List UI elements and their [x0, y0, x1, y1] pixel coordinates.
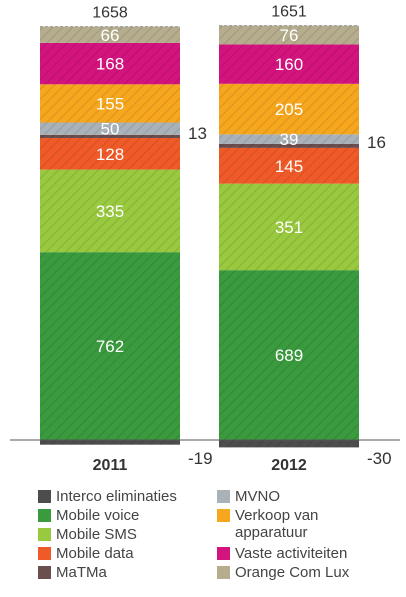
- bar-segment-2012-mobile-data-hatch: [219, 147, 359, 184]
- legend-swatch: [217, 566, 230, 579]
- legend-label: Orange Com Lux: [235, 564, 350, 581]
- legend-label: Mobile data: [56, 545, 134, 562]
- bar-segment-2011-vaste-activiteiten-hatch: [40, 42, 180, 85]
- data-label: -19: [188, 449, 213, 468]
- bar-segment-2012-vaste-activiteiten-hatch: [219, 44, 359, 84]
- data-label: 76: [280, 26, 299, 45]
- stacked-bar-chart: -19 762 335 128 13 50 155 168 66 1658 2011 -30 689 35…: [10, 4, 400, 474]
- total-label: 1658: [92, 5, 128, 22]
- legend-swatch: [38, 547, 51, 560]
- legend-item: Mobile SMS: [38, 526, 206, 543]
- data-label: 168: [96, 55, 124, 74]
- data-label: 160: [275, 55, 303, 74]
- legend-swatch: [38, 490, 51, 503]
- legend-label: Mobile SMS: [56, 526, 137, 543]
- bar-segment-2012-mvno-hatch: [219, 134, 359, 144]
- legend-swatch: [217, 509, 230, 522]
- bar-segment-2012-mobile-voice-hatch: [219, 270, 359, 440]
- data-label: 335: [96, 202, 124, 221]
- legend-item: MVNO: [217, 488, 385, 505]
- legend-swatch: [217, 490, 230, 503]
- data-label: 128: [96, 145, 124, 164]
- data-label: 50: [101, 120, 120, 139]
- bar-segment-2012-verkoop-van-apparatuur-hatch: [219, 83, 359, 135]
- legend-label: Vaste activiteiten: [235, 545, 348, 562]
- legend-swatch: [38, 566, 51, 579]
- bar-segment-2012-matma-hatch: [219, 143, 359, 148]
- legend-item: Interco eliminaties: [38, 488, 206, 505]
- legend-swatch: [38, 509, 51, 522]
- legend-label: Mobile voice: [56, 507, 140, 524]
- legend-label: Verkoop van apparatuur: [235, 507, 319, 541]
- x-tick-label: 2012: [271, 457, 307, 474]
- bar-segment-2011-verkoop-van-apparatuur-hatch: [40, 84, 180, 123]
- bar-segment-2012-interco-eliminaties-hatch: [219, 440, 359, 448]
- data-label: 762: [96, 337, 124, 356]
- legend-swatch: [38, 528, 51, 541]
- legend-item: Mobile voice: [38, 507, 206, 524]
- bar-segment-2012-orange-com-lux-hatch: [219, 25, 359, 45]
- data-label: 66: [101, 26, 120, 45]
- legend-item: Verkoop van apparatuur: [217, 507, 385, 541]
- legend-item: Orange Com Lux: [217, 564, 385, 581]
- legend-label: MVNO: [235, 488, 280, 505]
- data-label: 145: [275, 157, 303, 176]
- x-tick-label: 2011: [93, 457, 128, 474]
- legend-item: Mobile data: [38, 545, 206, 562]
- data-label: 351: [275, 218, 303, 237]
- data-label: 39: [280, 130, 299, 149]
- bar-segment-2011-matma-hatch: [40, 134, 180, 139]
- total-label: 1651: [271, 4, 307, 21]
- data-label: -30: [367, 449, 392, 468]
- bar-segment-2011-interco-eliminaties-hatch: [40, 440, 180, 445]
- data-label: 689: [275, 346, 303, 365]
- legend-label: Interco eliminaties: [56, 488, 177, 505]
- bar-segment-2011-mobile-voice-hatch: [40, 252, 180, 440]
- legend-label: MaTMa: [56, 564, 107, 581]
- bar-segment-2011-orange-com-lux-hatch: [40, 26, 180, 43]
- legend-item: MaTMa: [38, 564, 206, 581]
- legend-item: Vaste activiteiten: [217, 545, 385, 562]
- data-label: 16: [367, 133, 386, 152]
- bar-segment-2012-mobile-sms-hatch: [219, 183, 359, 271]
- bar-segment-2011-mobile-data-hatch: [40, 138, 180, 170]
- data-label: 205: [275, 100, 303, 119]
- legend-swatch: [217, 547, 230, 560]
- bar-segment-2011-mvno-hatch: [40, 122, 180, 135]
- data-label: 13: [188, 124, 207, 143]
- data-label: 155: [96, 94, 124, 113]
- bar-segment-2011-mobile-sms-hatch: [40, 169, 180, 253]
